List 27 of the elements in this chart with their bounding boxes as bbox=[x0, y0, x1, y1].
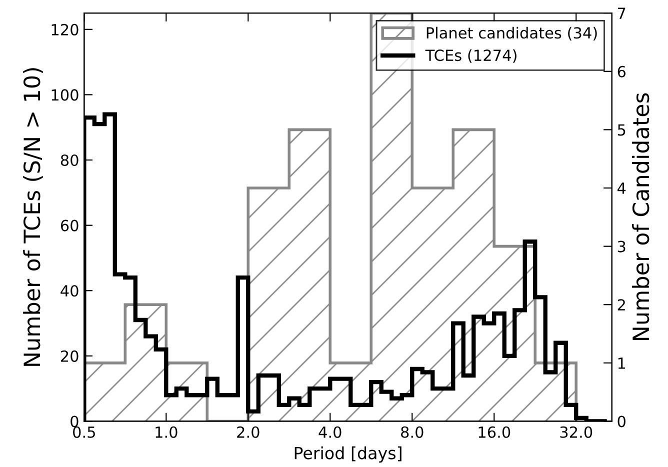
y2-axis-title: Number of Candidates bbox=[632, 93, 650, 340]
y2-tick-label: 6 bbox=[618, 66, 626, 78]
x-tick-label: 16.0 bbox=[478, 426, 510, 438]
x-tick-label: 32.0 bbox=[560, 426, 592, 438]
x-tick-label: 1.0 bbox=[156, 426, 178, 438]
x-tick-label: 8.0 bbox=[401, 426, 424, 438]
x-tick-label: 2.0 bbox=[237, 426, 260, 438]
x-axis-title: Period [days] bbox=[294, 446, 402, 463]
y2-tick-label: 3 bbox=[618, 240, 626, 252]
y-tick-label: 100 bbox=[52, 89, 78, 101]
x-tick-label: 4.0 bbox=[318, 426, 342, 438]
y-axis-title: Number of TCEs (S/N > 10) bbox=[23, 68, 43, 366]
y2-tick-label: 5 bbox=[618, 124, 626, 136]
y-tick-label: 40 bbox=[60, 285, 78, 297]
y-tick-label: 20 bbox=[60, 350, 78, 362]
y-tick-label: 60 bbox=[60, 220, 78, 232]
x-tick-label: 0.5 bbox=[73, 426, 95, 438]
y-tick-label: 120 bbox=[52, 24, 78, 36]
y-tick-label: 0 bbox=[70, 416, 78, 428]
y2-tick-label: 1 bbox=[618, 358, 626, 369]
y2-tick-label: 7 bbox=[618, 8, 626, 19]
y2-tick-label: 0 bbox=[618, 416, 626, 428]
y2-tick-label: 2 bbox=[618, 299, 625, 310]
legend-label: Planet candidates (34) bbox=[426, 26, 597, 40]
y-tick-label: 80 bbox=[60, 154, 78, 166]
y2-tick-label: 4 bbox=[617, 182, 626, 194]
legend-label: TCEs (1274) bbox=[425, 49, 516, 63]
